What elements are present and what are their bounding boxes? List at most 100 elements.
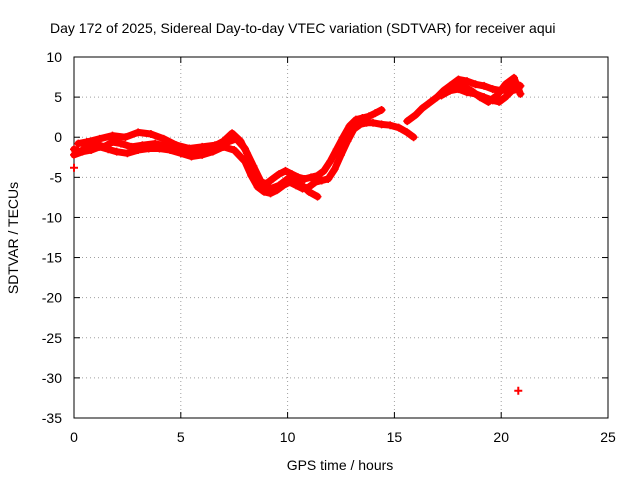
data-point (247, 171, 256, 180)
y-axis-label: SDTVAR / TECUs (5, 182, 21, 294)
data-point (437, 91, 446, 100)
data-point (418, 104, 427, 113)
data-point (364, 112, 373, 121)
data-point (409, 133, 418, 142)
data-point (104, 145, 113, 154)
y-tick-label: -35 (42, 410, 62, 426)
data-point (74, 139, 83, 148)
data-point (394, 123, 403, 132)
x-tick-label: 20 (493, 429, 509, 445)
data-point (249, 162, 258, 171)
data-point (275, 170, 284, 179)
data-point (290, 171, 299, 180)
data-point (230, 146, 239, 155)
data-point (70, 150, 78, 159)
data-point (275, 181, 284, 190)
data-point (87, 146, 96, 155)
x-tick-label: 25 (600, 429, 616, 445)
data-point (296, 179, 305, 188)
y-tick-label: -30 (42, 370, 62, 386)
data-point (146, 130, 155, 139)
data-point (349, 125, 358, 134)
plot-frame (73, 56, 609, 419)
data-point (176, 149, 185, 158)
data-point (345, 121, 354, 130)
data-point (172, 141, 181, 150)
data-point (210, 141, 219, 150)
data-point (166, 146, 175, 155)
data-point (445, 86, 454, 95)
data-point (501, 80, 510, 89)
data-point (484, 97, 493, 106)
data-point (330, 165, 339, 174)
data-point (283, 174, 292, 183)
data-point (78, 147, 87, 156)
data-point (232, 134, 241, 143)
data-point (228, 129, 237, 138)
data-point (198, 150, 207, 159)
data-point (268, 174, 277, 183)
y-tick-label: 5 (54, 89, 62, 105)
x-tick-label: 0 (70, 429, 78, 445)
data-point (403, 128, 412, 137)
data-point (386, 121, 395, 130)
data-point (377, 120, 386, 129)
data-point (475, 93, 484, 102)
data-point (187, 152, 196, 161)
x-tick-label: 5 (177, 429, 185, 445)
data-point (307, 173, 316, 182)
data-point (480, 81, 489, 90)
data-point (121, 133, 130, 142)
data-point (311, 178, 320, 187)
data-point (369, 118, 378, 127)
data-point (198, 142, 207, 151)
data-point (495, 97, 504, 106)
data-point (266, 184, 275, 193)
data-point (324, 174, 333, 183)
data-point (253, 182, 262, 191)
data-point (326, 157, 335, 166)
data-point (343, 137, 352, 146)
y-tick-label: -20 (42, 290, 62, 306)
data-point (300, 174, 309, 183)
data-point (467, 86, 476, 95)
data-point (155, 144, 164, 153)
data-point (123, 149, 132, 158)
data-point (507, 86, 516, 95)
chart-title: Day 172 of 2025, Sidereal Day-to-day VTE… (50, 20, 556, 36)
y-tick-label: -25 (42, 330, 62, 346)
y-tick-label: -10 (42, 209, 62, 225)
data-point (516, 89, 525, 98)
data-point (95, 142, 104, 151)
x-tick-label: 10 (280, 429, 296, 445)
data-point (134, 146, 143, 155)
data-point (95, 134, 104, 143)
data-point (257, 179, 266, 188)
data-point (185, 144, 194, 153)
data-point (317, 176, 326, 185)
axis-ticks: 0 5 10 15 20 25 10 5 0 -5 -10 -15 -20 -25 -30 -35 (42, 49, 616, 445)
data-point (281, 166, 290, 175)
data-point (304, 187, 313, 196)
data-point (159, 134, 168, 143)
data-point (108, 131, 117, 140)
data-point (492, 91, 501, 100)
data-point (313, 192, 322, 201)
data-point (454, 75, 463, 84)
data-point (351, 115, 360, 124)
data-point (112, 147, 121, 156)
x-axis-label: GPS time / hours (287, 457, 394, 473)
data-point (458, 81, 467, 90)
data-point (240, 144, 249, 153)
data-point (510, 73, 519, 82)
y-tick-label: -15 (42, 250, 62, 266)
data-point (82, 138, 91, 147)
y-tick-label: -5 (50, 169, 63, 185)
x-tick-label: 15 (387, 429, 403, 445)
data-point (223, 138, 232, 147)
data-point (450, 83, 459, 92)
data-point (260, 187, 269, 196)
data-point (337, 150, 345, 159)
y-tick-label: 10 (46, 49, 62, 65)
